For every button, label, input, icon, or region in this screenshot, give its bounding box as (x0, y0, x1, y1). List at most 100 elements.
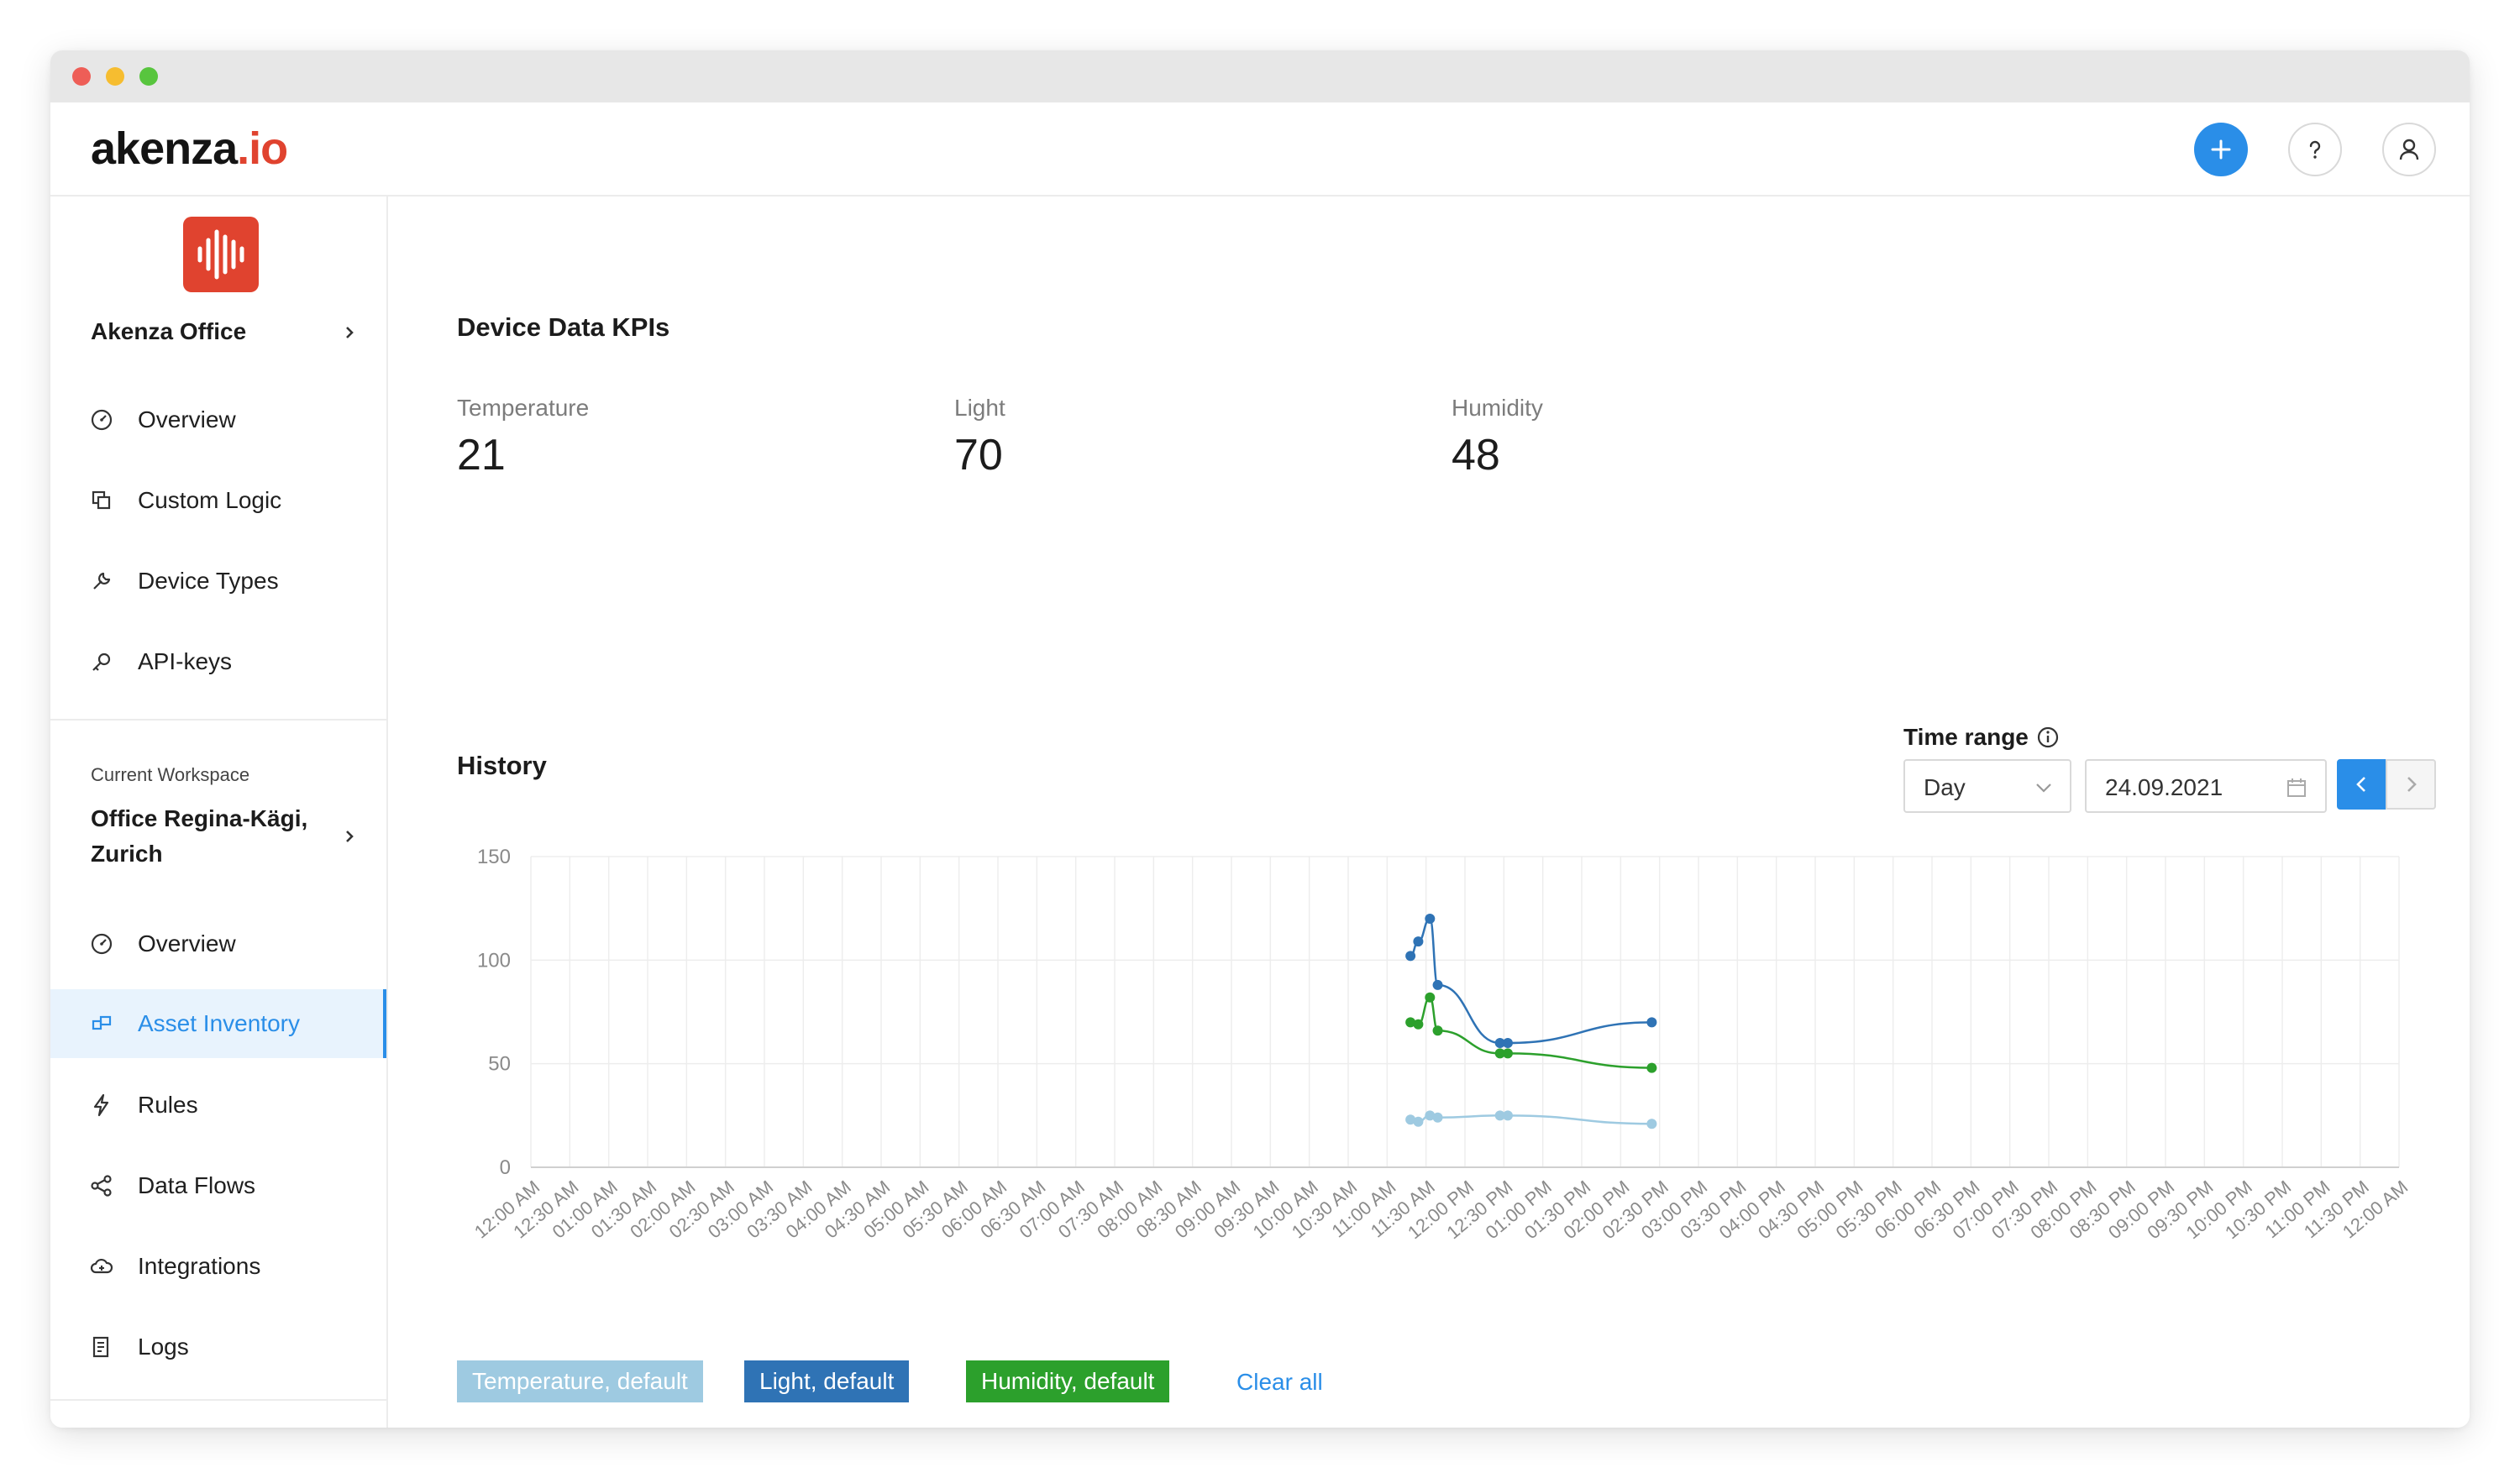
akenza-logo[interactable]: akenza.io (91, 123, 288, 174)
legend-temperature-chip[interactable]: Temperature, default (457, 1360, 703, 1402)
data-point-humidity (1646, 1062, 1657, 1073)
next-day-button[interactable] (2386, 759, 2436, 810)
sidebar-item-logs[interactable]: Logs (50, 1313, 386, 1381)
data-point-temperature (1432, 1112, 1443, 1123)
chevron-left-icon (2356, 777, 2365, 792)
chevron-right-icon (346, 831, 354, 842)
calendar-icon (2287, 778, 2306, 797)
sidebar-item-label: Asset Inventory (138, 1010, 300, 1036)
data-point-temperature (1405, 1114, 1416, 1125)
chevron-down-icon (2036, 784, 2051, 793)
sidebar-item-label: Overview (138, 930, 236, 957)
chevron-right-icon (346, 327, 354, 338)
sidebar-item-label: Device Types (138, 568, 279, 594)
data-point-temperature (1494, 1110, 1505, 1121)
organization-switcher[interactable]: Akenza Office (91, 314, 376, 349)
data-point-temperature (1413, 1116, 1424, 1127)
kpi-humidity-label: Humidity (1452, 395, 1543, 421)
date-picker[interactable]: 24.09.2021 (2085, 759, 2327, 813)
gauge-icon (91, 409, 113, 431)
chevron-right-icon (2407, 777, 2417, 792)
kpi-temperature-label: Temperature (457, 395, 590, 421)
data-point-light (1425, 914, 1436, 924)
add-button[interactable] (2194, 123, 2248, 176)
series-line-temperature (1410, 1114, 1652, 1125)
series-line-light (1410, 917, 1652, 1045)
sidebar-item-asset-inventory[interactable]: Asset Inventory (50, 989, 386, 1058)
sidebar-item-data-flows[interactable]: Data Flows (50, 1152, 386, 1219)
data-point-light (1502, 1038, 1513, 1048)
cloud-icon (90, 1258, 113, 1274)
data-point-humidity (1405, 1017, 1416, 1028)
plus-icon (2211, 139, 2231, 160)
top-bar: akenza.io (50, 102, 2470, 197)
clear-all-link[interactable]: Clear all (1236, 1369, 1323, 1395)
sidebar-item-integrations[interactable]: Integrations (50, 1233, 386, 1300)
data-point-temperature (1502, 1110, 1513, 1121)
sidebar-item-label: Integrations (138, 1253, 261, 1279)
sidebar-item-label: Logs (138, 1334, 189, 1360)
sidebar-item-label: Overview (138, 406, 236, 432)
share-icon (91, 1175, 112, 1197)
sidebar: Akenza Office Overview Custom Logic Devi… (50, 197, 388, 1428)
y-tick-label: 100 (477, 949, 511, 972)
maximize-window-button[interactable] (139, 67, 158, 86)
key-icon (92, 653, 111, 671)
time-range-label: Time range (1903, 724, 2061, 751)
sidebar-item-rules[interactable]: Rules (50, 1072, 386, 1139)
workspace-switcher[interactable]: Office Regina-Kägi, Zurich (91, 801, 376, 872)
user-icon (2399, 139, 2419, 160)
organization-logo (183, 217, 259, 292)
kpi-section-title: Device Data KPIs (457, 312, 670, 342)
kpi-light-value: 70 (954, 431, 1003, 480)
sidebar-item-workspace-overview[interactable]: Overview (50, 910, 386, 977)
help-button[interactable] (2288, 123, 2342, 176)
legend-humidity-chip[interactable]: Humidity, default (966, 1360, 1170, 1402)
data-point-temperature (1646, 1119, 1657, 1129)
y-tick-label: 150 (477, 846, 511, 868)
app-window: akenza.io Akenza Office Overview (50, 50, 2470, 1428)
data-point-light (1494, 1038, 1505, 1048)
workspace-section-label: Current Workspace (91, 764, 250, 785)
sidebar-item-api-keys[interactable]: API-keys (50, 628, 386, 695)
period-select-value: Day (1924, 774, 1966, 800)
minimize-window-button[interactable] (106, 67, 124, 86)
data-point-light (1405, 951, 1416, 962)
kpi-humidity-value: 48 (1452, 431, 1500, 480)
sidebar-divider (50, 719, 386, 721)
organization-name: Akenza Office (91, 318, 247, 344)
question-icon (2309, 140, 2321, 159)
sidebar-item-label: Rules (138, 1092, 198, 1118)
data-point-humidity (1494, 1048, 1505, 1059)
data-point-humidity (1502, 1048, 1513, 1059)
sidebar-item-label: Data Flows (138, 1172, 256, 1198)
history-title: History (457, 751, 547, 780)
close-window-button[interactable] (72, 67, 91, 86)
sidebar-item-custom-logic[interactable]: Custom Logic (50, 467, 386, 534)
assets-icon (92, 1015, 112, 1030)
log-icon (92, 1336, 109, 1358)
gauge-icon (91, 933, 113, 955)
data-point-humidity (1432, 1025, 1443, 1036)
previous-day-button[interactable] (2337, 759, 2387, 810)
window-titlebar (50, 50, 2470, 102)
user-profile-button[interactable] (2382, 123, 2436, 176)
y-tick-label: 0 (500, 1156, 511, 1179)
kpi-temperature-value: 21 (457, 431, 506, 480)
data-point-light (1432, 979, 1443, 990)
sidebar-item-device-types[interactable]: Device Types (50, 548, 386, 615)
legend-light-chip[interactable]: Light, default (744, 1360, 910, 1402)
wrench-icon (93, 572, 111, 590)
info-icon[interactable] (2035, 725, 2061, 750)
data-point-light (1413, 936, 1424, 947)
sidebar-item-label: API-keys (138, 648, 233, 674)
sidebar-item-org-overview[interactable]: Overview (50, 386, 386, 453)
sidebar-item-label: Custom Logic (138, 487, 282, 513)
main-content: Device Data KPIs Temperature 21 Light 70… (388, 197, 2470, 1428)
y-tick-label: 50 (488, 1053, 511, 1076)
date-picker-value: 24.09.2021 (2105, 774, 2223, 800)
period-select[interactable]: Day (1903, 759, 2071, 813)
data-point-temperature (1425, 1110, 1436, 1121)
soundwave-logo-icon (197, 229, 244, 280)
